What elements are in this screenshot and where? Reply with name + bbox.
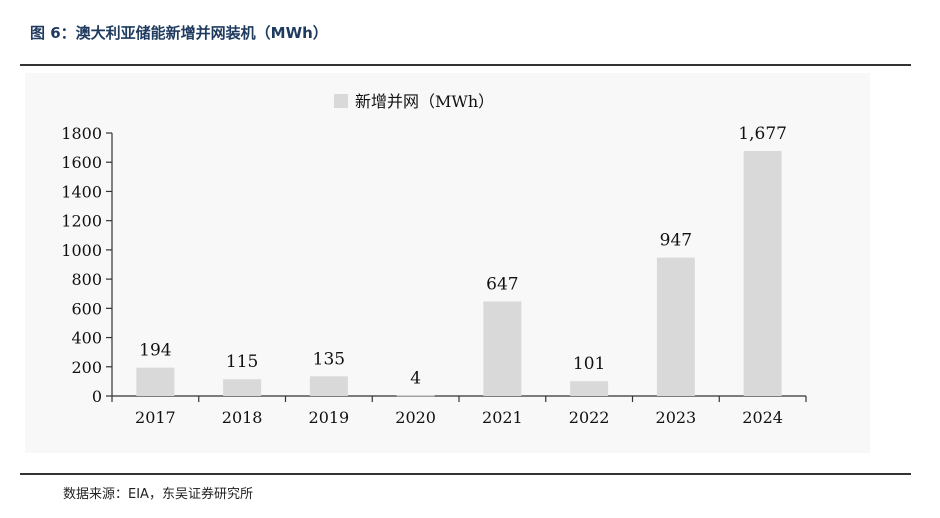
bottom-divider	[20, 473, 911, 475]
x-tick-label-2022: 2022	[569, 408, 610, 427]
top-divider	[20, 64, 911, 66]
data-label-2021: 647	[486, 274, 518, 294]
y-tick-label: 1800	[61, 124, 102, 143]
y-tick-label: 600	[71, 299, 102, 318]
y-tick-label: 1400	[61, 182, 102, 201]
x-tick-label-2024: 2024	[742, 408, 783, 427]
data-label-2018: 115	[226, 352, 258, 372]
bar-2022	[570, 381, 609, 396]
data-label-2023: 947	[660, 231, 692, 251]
x-tick-label-2020: 2020	[395, 408, 436, 427]
bars	[136, 150, 782, 397]
x-tick-label-2023: 2023	[656, 408, 697, 427]
data-label-2024: 1,677	[738, 124, 787, 144]
bar-2018	[223, 379, 262, 396]
y-tick-label: 1000	[61, 241, 102, 260]
legend-label: 新增并网（MWh）	[355, 92, 494, 111]
bar-2024	[743, 150, 782, 396]
x-tick-label-2019: 2019	[309, 408, 350, 427]
source-note: 数据来源：EIA，东吴证券研究所	[63, 487, 253, 502]
legend: 新增并网（MWh）	[334, 92, 494, 111]
data-label-2017: 194	[139, 341, 171, 361]
y-tick-label: 0	[92, 387, 102, 406]
y-tick-label: 800	[71, 270, 102, 289]
bar-2021	[483, 301, 522, 396]
axes: 0 200 400 600 800 1000 1200 1400 1600 1800 2017 201…	[61, 124, 807, 427]
x-tick-label-2018: 2018	[222, 408, 263, 427]
figure-title: 图 6：澳大利亚储能新增并网装机（MWh）	[30, 24, 328, 42]
y-tick-label: 400	[71, 329, 102, 348]
x-tick-label-2021: 2021	[482, 408, 523, 427]
data-label-2020: 4	[410, 368, 421, 388]
data-label-2019: 135	[313, 349, 345, 369]
y-tick-label: 200	[71, 358, 102, 377]
y-tick-label: 1600	[61, 153, 102, 172]
bar-2019	[309, 376, 348, 396]
bar-2020	[396, 395, 435, 397]
legend-swatch	[334, 94, 348, 108]
bar-2023	[656, 257, 695, 396]
x-tick-label-2017: 2017	[135, 408, 176, 427]
y-tick-label: 1200	[61, 212, 102, 231]
data-labels: 194 115 135 4 647 101 947 1,677	[139, 124, 787, 388]
data-label-2022: 101	[573, 354, 605, 374]
bar-2017	[136, 367, 175, 396]
